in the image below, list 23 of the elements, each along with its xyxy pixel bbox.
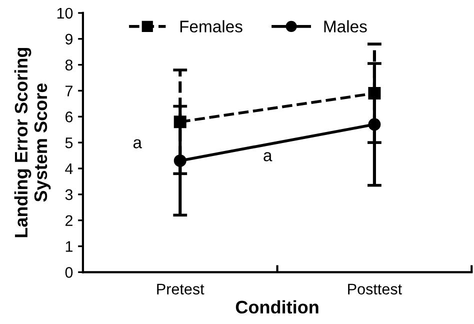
annotation: a — [264, 152, 272, 162]
point — [368, 87, 381, 100]
y-tick-label: 0 — [65, 267, 73, 278]
legend-label: Males — [324, 20, 367, 32]
y-tick-label: 4 — [65, 164, 73, 174]
point — [368, 118, 381, 131]
y-tick-label: 3 — [65, 189, 73, 200]
x-tick-label: Pretest — [157, 284, 204, 294]
y-tick-label: 8 — [65, 60, 73, 70]
y-tick-label: 10 — [57, 8, 73, 19]
annotation: a — [133, 139, 142, 148]
y-tick-label: 5 — [65, 138, 73, 148]
legend-label: Females — [180, 20, 242, 32]
y-tick-label: 7 — [66, 86, 72, 96]
y-tick-label: 6 — [66, 112, 73, 122]
x-tick-label: Posttest — [348, 284, 402, 294]
y-axis-title: Landing Error Scoring System Score — [14, 48, 51, 238]
point — [174, 154, 186, 167]
point — [174, 116, 186, 128]
y-tick-label: 1 — [66, 241, 72, 252]
y-tick-label: 2 — [66, 215, 72, 226]
y-tick-label: 9 — [65, 34, 73, 45]
x-axis-title: Condition — [236, 300, 318, 314]
